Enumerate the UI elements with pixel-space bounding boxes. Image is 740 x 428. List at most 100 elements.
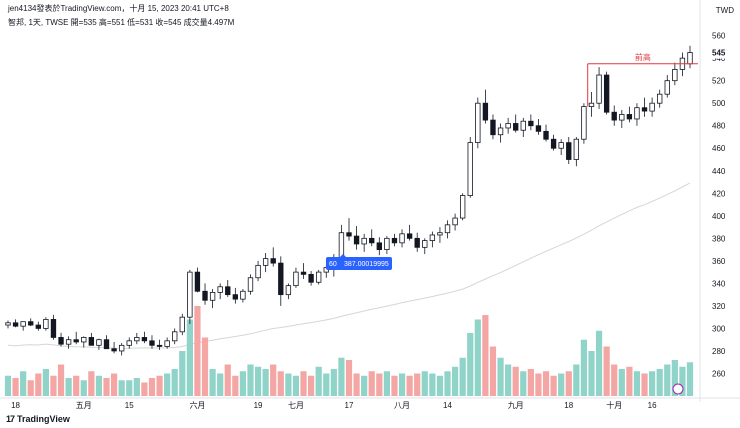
- candle-down: [535, 125, 542, 132]
- volume-bar: [489, 346, 497, 396]
- volume-bar: [671, 360, 678, 396]
- volume-bar: [679, 366, 686, 396]
- time-tick-label: 15: [125, 401, 134, 410]
- volume-bar: [164, 373, 171, 396]
- volume-bar: [292, 375, 300, 396]
- volume-bar: [459, 357, 466, 396]
- volume-bar: [308, 375, 315, 396]
- volume-bar: [603, 346, 610, 396]
- time-tick-label: 十月: [606, 400, 622, 410]
- candle-down: [611, 111, 617, 121]
- tooltip-pointer: [340, 254, 346, 257]
- candle-down: [603, 74, 610, 113]
- candle-down: [513, 123, 519, 131]
- candle-down: [528, 120, 534, 127]
- candle-down: [626, 114, 633, 120]
- price-axis[interactable]: 260 280 300 320 340 360 380 400 420 440 460 480 500 5…: [699, 0, 726, 402]
- candle-down: [88, 337, 95, 346]
- candle-up: [452, 217, 458, 226]
- volume-bar: [376, 373, 383, 396]
- volume-bar: [27, 380, 34, 396]
- volume-bar: [618, 369, 625, 396]
- candle-down: [406, 233, 413, 239]
- volume-bar: [414, 373, 421, 396]
- candle-down: [28, 321, 34, 326]
- price-tick-label: 520: [712, 77, 726, 86]
- candle-up: [187, 271, 193, 318]
- candle-down: [225, 286, 231, 296]
- time-tick-label: 七月: [288, 401, 304, 410]
- symbol-info-line: 智邦, 1天, TWSE 開=535 高=551 低=531 收=545 成交量…: [8, 18, 235, 27]
- price-tick-label: 380: [712, 234, 726, 243]
- volume-bar: [42, 369, 49, 396]
- candle-down: [278, 262, 284, 296]
- volume-bar: [300, 371, 307, 396]
- volume-bar: [247, 364, 254, 396]
- candle-down: [353, 235, 360, 245]
- volume-bar: [285, 373, 292, 396]
- volume-bar: [80, 380, 87, 396]
- volume-bar: [482, 315, 489, 396]
- volume-bar: [656, 369, 663, 396]
- volume-bar: [103, 378, 110, 396]
- candle-down: [300, 271, 307, 275]
- volume-bar: [626, 366, 633, 396]
- candle-up: [217, 286, 223, 293]
- candle-down: [376, 242, 382, 251]
- time-tick-label: 九月: [508, 401, 524, 410]
- candle-up: [65, 339, 72, 345]
- volume-bar: [315, 366, 322, 396]
- volume-bar: [179, 351, 186, 396]
- volume-bar: [65, 378, 72, 396]
- price-tick-label: 420: [712, 189, 726, 198]
- volume-bar: [686, 362, 694, 396]
- volume-bars: [4, 306, 694, 396]
- volume-bar: [50, 375, 57, 396]
- currency-label: TWD: [715, 6, 734, 15]
- volume-bar: [558, 373, 565, 396]
- last-price-box: [702, 46, 732, 59]
- volume-bar: [429, 373, 436, 396]
- resistance-label: 前高: [635, 52, 651, 62]
- volume-bar: [95, 375, 103, 396]
- candle-down: [369, 237, 375, 244]
- volume-bar: [217, 373, 224, 396]
- candle-up: [126, 340, 132, 346]
- volume-bar: [126, 380, 133, 396]
- volume-bar: [361, 375, 368, 396]
- volume-bar: [573, 364, 580, 396]
- volume-bar: [512, 366, 519, 396]
- price-tick-label: 320: [712, 302, 726, 311]
- candle-up: [497, 127, 504, 136]
- candle-up: [634, 107, 640, 120]
- tradingview-logo-icon: 17: [6, 414, 15, 424]
- volume-bar: [565, 371, 572, 396]
- volume-bar: [391, 375, 398, 396]
- volume-bar: [436, 375, 444, 396]
- price-tick-label: 400: [712, 212, 726, 221]
- volume-bar: [277, 371, 284, 396]
- time-tick-label: 五月: [76, 401, 92, 410]
- volume-bar: [209, 369, 216, 396]
- tooltip-box: [326, 257, 392, 270]
- price-tick-label: 340: [712, 279, 726, 288]
- candle-down: [58, 337, 64, 345]
- volume-bar: [133, 378, 140, 396]
- last-price-label: 545: [702, 46, 732, 59]
- volume-bar: [232, 375, 239, 396]
- time-axis[interactable]: 18 五月 15 六月 19 七月 17 八月 14 九月 18 十月 16: [0, 383, 740, 410]
- candle-up: [316, 271, 322, 283]
- candle-up: [262, 258, 269, 266]
- price-tick-label: 460: [712, 144, 726, 153]
- tradingview-logo[interactable]: 17 TradingView: [6, 414, 70, 424]
- volume-bar: [641, 373, 648, 396]
- price-tick-label: 300: [712, 324, 726, 333]
- time-tick-label: 18: [11, 401, 20, 410]
- volume-bar: [262, 369, 269, 396]
- volume-bar: [35, 373, 42, 396]
- candle-down: [103, 339, 110, 350]
- candle-down: [194, 271, 201, 292]
- candle-down: [232, 294, 239, 300]
- ma-tooltip: 60 387.00019995: [326, 254, 392, 270]
